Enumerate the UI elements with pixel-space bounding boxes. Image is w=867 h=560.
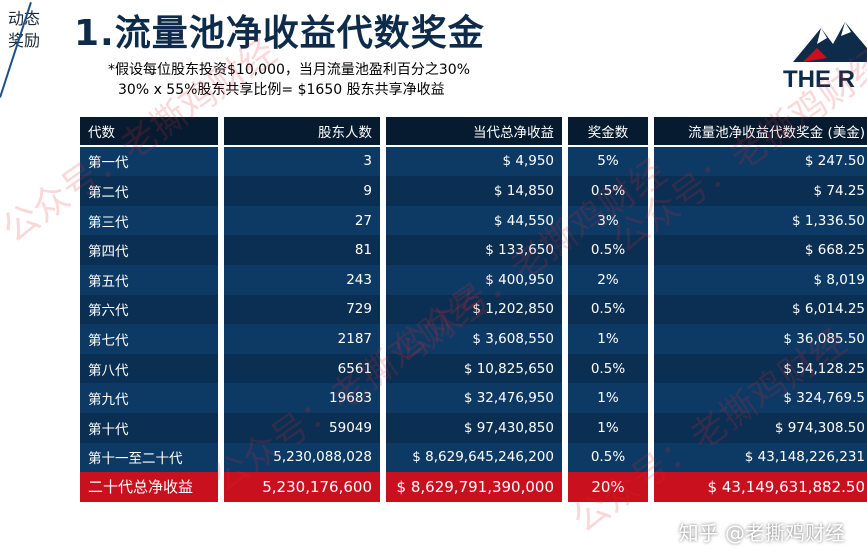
cell-holders: 59049 xyxy=(224,412,380,443)
cell-bonus-rate: 1% xyxy=(568,383,648,413)
total-cell-generation: 二十代总净收益 xyxy=(80,472,218,502)
table-row: 第五代 243 $ 400,950 2% $ 8,019 xyxy=(80,264,867,295)
col-header-generation: 代数 xyxy=(80,117,218,147)
cell-bonus-amount: $ 668.25 xyxy=(654,235,867,265)
cell-generation: 第五代 xyxy=(80,264,218,295)
table-row: 第二代 9 $ 14,850 0.5% $ 74.25 xyxy=(80,176,867,206)
cell-generation: 第三代 xyxy=(80,205,218,236)
cell-generation: 第九代 xyxy=(80,383,218,413)
cell-bonus-amount: $ 324,769.5 xyxy=(654,383,867,413)
cell-bonus-rate: 1% xyxy=(568,412,648,443)
page-title: 1.流量池净收益代数奖金 xyxy=(74,13,485,54)
col-header-net-income: 当代总净收益 xyxy=(386,117,562,147)
cell-net-income: $ 10,825,650 xyxy=(386,353,562,384)
cell-bonus-rate: 0.5% xyxy=(568,235,648,265)
cell-bonus-amount: $ 54,128.25 xyxy=(654,353,867,384)
cell-net-income: $ 4,950 xyxy=(386,146,562,177)
mountain-logo-icon xyxy=(793,22,867,62)
cell-bonus-rate: 0.5% xyxy=(568,353,648,384)
cell-bonus-rate: 1% xyxy=(568,324,648,354)
table-header-row: 代数 股东人数 当代总净收益 奖金数 流量池净收益代数奖金 (美金) xyxy=(80,117,867,147)
section-label-line1: 动态 xyxy=(8,8,60,30)
total-cell-bonus-amount: $ 43,149,631,882.50 xyxy=(654,472,867,502)
cell-bonus-amount: $ 74.25 xyxy=(654,176,867,206)
note-line-1: *假设每位股东投资$10,000，当月流量池盈利百分之30% xyxy=(108,62,471,78)
col-header-bonus-rate: 奖金数 xyxy=(568,117,648,147)
cell-generation: 第八代 xyxy=(80,353,218,384)
total-cell-net-income: $ 8,629,791,390,000 xyxy=(386,472,562,502)
table-row: 第十一至二十代 5,230,088,028 $ 8,629,645,246,200 0… xyxy=(80,442,867,473)
cell-holders: 3 xyxy=(224,146,380,177)
cell-generation: 第七代 xyxy=(80,324,218,354)
table-row: 第四代 81 $ 133,650 0.5% $ 668.25 xyxy=(80,235,867,265)
cell-generation: 第二代 xyxy=(80,176,218,206)
cell-bonus-amount: $ 6,014.25 xyxy=(654,294,867,325)
assumption-note: *假设每位股东投资$10,000，当月流量池盈利百分之30% 30% x 55%… xyxy=(108,60,470,100)
cell-bonus-rate: 0.5% xyxy=(568,176,648,206)
cell-generation: 第一代 xyxy=(80,146,218,177)
cell-net-income: $ 14,850 xyxy=(386,176,562,206)
cell-holders: 19683 xyxy=(224,383,380,413)
cell-generation: 第十代 xyxy=(80,412,218,443)
table-row: 第七代 2187 $ 3,608,550 1% $ 36,085.50 xyxy=(80,324,867,354)
cell-bonus-rate: 3% xyxy=(568,205,648,236)
cell-holders: 2187 xyxy=(224,324,380,354)
logo-text: THE R xyxy=(783,66,855,93)
cell-holders: 729 xyxy=(224,294,380,325)
cell-holders: 6561 xyxy=(224,353,380,384)
cell-bonus-amount: $ 36,085.50 xyxy=(654,324,867,354)
total-cell-bonus-rate: 20% xyxy=(568,472,648,502)
table-row: 第十代 59049 $ 97,430,850 1% $ 974,308.50 xyxy=(80,412,867,443)
cell-holders: 9 xyxy=(224,176,380,206)
col-header-bonus-amount: 流量池净收益代数奖金 (美金) xyxy=(654,117,867,147)
zhihu-attribution: 知乎 @老撕鸡财经 xyxy=(678,521,845,545)
cell-net-income: $ 400,950 xyxy=(386,264,562,295)
cell-net-income: $ 1,202,850 xyxy=(386,294,562,325)
col-header-holders: 股东人数 xyxy=(224,117,380,147)
cell-net-income: $ 8,629,645,246,200 xyxy=(386,442,562,473)
cell-bonus-rate: 0.5% xyxy=(568,294,648,325)
cell-generation: 第六代 xyxy=(80,294,218,325)
cell-generation: 第十一至二十代 xyxy=(80,442,218,473)
cell-net-income: $ 32,476,950 xyxy=(386,383,562,413)
cell-bonus-amount: $ 43,148,226,231 xyxy=(654,442,867,473)
cell-holders: 5,230,088,028 xyxy=(224,442,380,473)
table-row: 第三代 27 $ 44,550 3% $ 1,336.50 xyxy=(80,205,867,236)
total-cell-holders: 5,230,176,600 xyxy=(224,472,380,502)
note-line-2: 30% x 55%股东共享比例= $1650 股东共享净收益 xyxy=(118,82,445,98)
cell-net-income: $ 3,608,550 xyxy=(386,324,562,354)
cell-generation: 第四代 xyxy=(80,235,218,265)
cell-bonus-amount: $ 1,336.50 xyxy=(654,205,867,236)
cell-bonus-amount: $ 8,019 xyxy=(654,264,867,295)
table-body: 第一代 3 $ 4,950 5% $ 247.50 第二代 9 $ 14,850 0.5% $ 7… xyxy=(80,146,867,502)
cell-holders: 243 xyxy=(224,264,380,295)
table-row: 第八代 6561 $ 10,825,650 0.5% $ 54,128.25 xyxy=(80,353,867,384)
cell-bonus-rate: 0.5% xyxy=(568,442,648,473)
cell-holders: 81 xyxy=(224,235,380,265)
section-label: 动态 奖励 xyxy=(0,0,60,88)
table-row: 第一代 3 $ 4,950 5% $ 247.50 xyxy=(80,146,867,177)
cell-bonus-amount: $ 974,308.50 xyxy=(654,412,867,443)
table-total-row: 二十代总净收益 5,230,176,600 $ 8,629,791,390,000 2… xyxy=(80,472,867,502)
cell-net-income: $ 97,430,850 xyxy=(386,412,562,443)
table-row: 第九代 19683 $ 32,476,950 1% $ 324,769.5 xyxy=(80,383,867,413)
cell-net-income: $ 133,650 xyxy=(386,235,562,265)
table-row: 第六代 729 $ 1,202,850 0.5% $ 6,014.25 xyxy=(80,294,867,325)
cell-bonus-rate: 2% xyxy=(568,264,648,295)
cell-net-income: $ 44,550 xyxy=(386,205,562,236)
cell-bonus-rate: 5% xyxy=(568,146,648,177)
cell-bonus-amount: $ 247.50 xyxy=(654,146,867,177)
cell-holders: 27 xyxy=(224,205,380,236)
generation-bonus-table: 代数 股东人数 当代总净收益 奖金数 流量池净收益代数奖金 (美金) 第一代 3 $… xyxy=(74,117,867,502)
